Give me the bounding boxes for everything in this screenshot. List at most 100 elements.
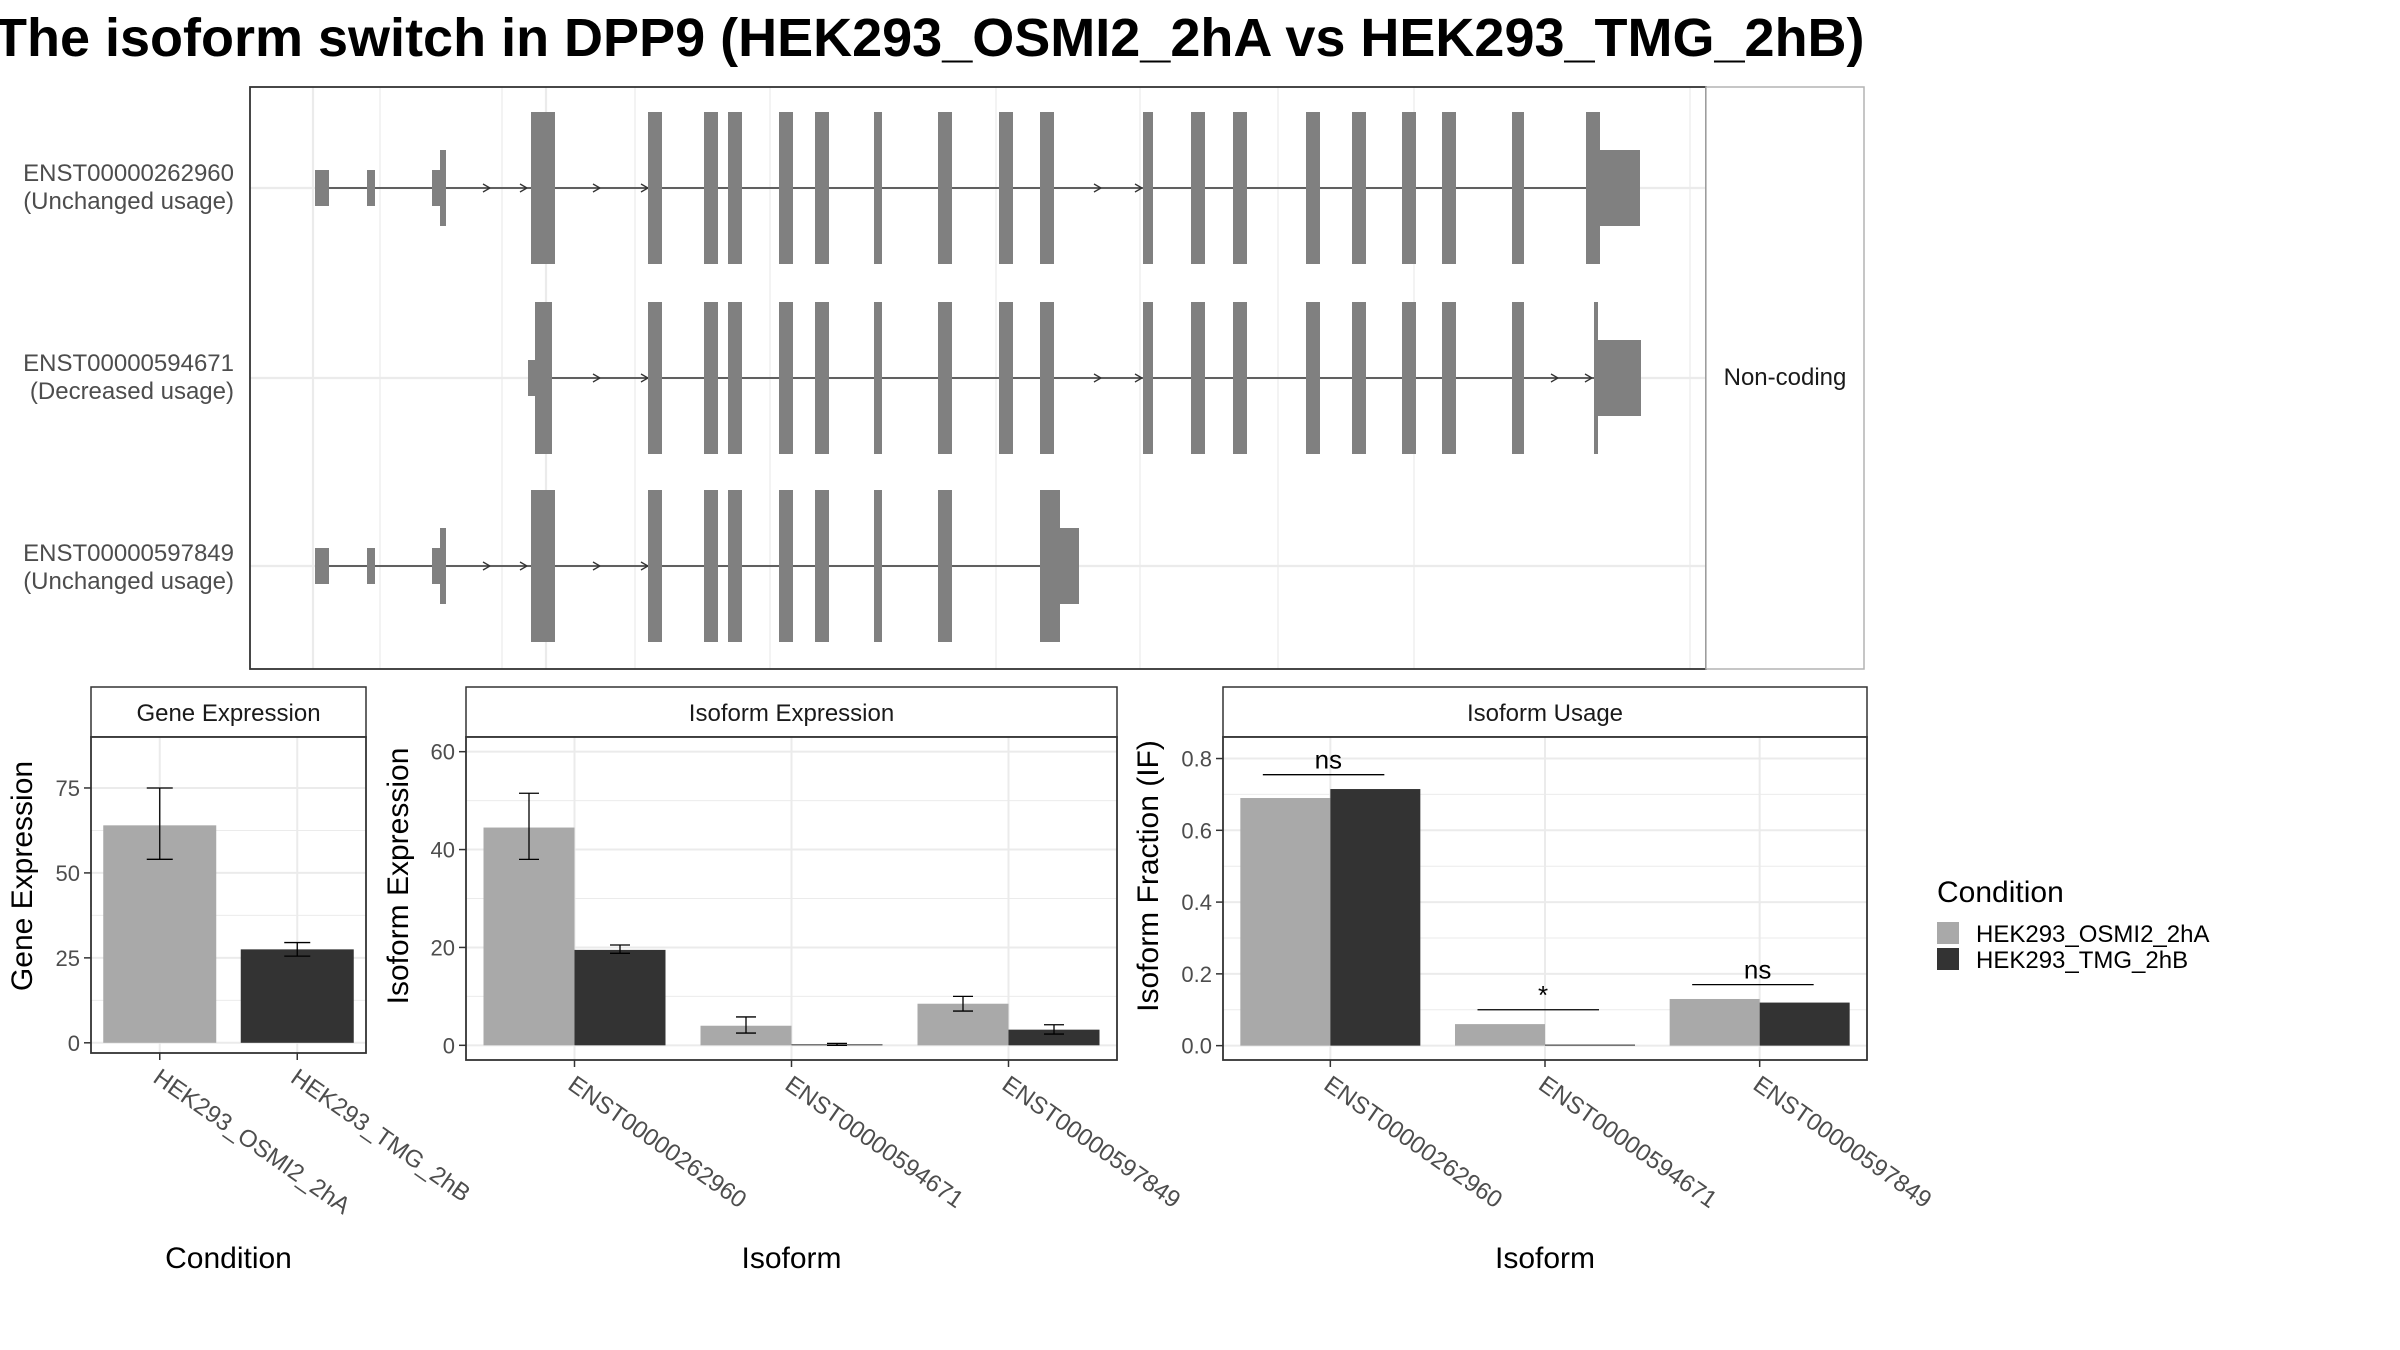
structure-facet-strip <box>1705 86 1865 670</box>
strand-arrow <box>592 373 602 383</box>
exon <box>874 112 882 264</box>
y-tick-label: 0.6 <box>1181 818 1212 843</box>
exon <box>704 112 718 264</box>
bar-ENST00000262960-HEK293_TMG_2hB <box>1330 789 1421 1046</box>
exon <box>367 170 375 206</box>
exon <box>1143 112 1153 264</box>
legend-label-tmg: HEK293_TMG_2hB <box>1976 947 2188 974</box>
exon <box>1594 302 1598 454</box>
bar-ENST00000262960-HEK293_OSMI2_2hA <box>1240 798 1331 1046</box>
exon <box>531 490 555 642</box>
gene-expression-y-title: Gene Expression <box>6 761 39 991</box>
y-tick-label: 25 <box>56 946 80 971</box>
y-tick-label: 60 <box>431 740 455 765</box>
bar-ENST00000597849-HEK293_TMG_2hB <box>1008 1029 1100 1046</box>
y-tick-label: 20 <box>431 935 455 960</box>
x-tick-label-ENST00000597849: ENST00000597849 <box>997 1071 1185 1214</box>
transcript-track-2 <box>528 302 1641 454</box>
exon <box>1442 302 1456 454</box>
isoform-expression-panel-title: Isoform Expression <box>689 700 894 727</box>
exon <box>1040 490 1060 642</box>
exon <box>432 170 440 206</box>
y-tick-label: 0 <box>443 1033 455 1058</box>
exon <box>1191 112 1205 264</box>
bar-ENST00000262960-HEK293_OSMI2_2hA <box>483 827 575 1046</box>
exon <box>1060 528 1079 604</box>
strand-arrow <box>1550 373 1560 383</box>
exon <box>938 302 952 454</box>
x-tick-label-ENST00000597849: ENST00000597849 <box>1748 1071 1936 1214</box>
y-tick-label: 0.2 <box>1181 962 1212 987</box>
transcript-label-3-id: ENST00000597849 <box>23 540 234 567</box>
transcript-track-3 <box>315 490 1079 642</box>
strand-arrow <box>519 183 529 193</box>
exon <box>779 302 793 454</box>
strand-arrow <box>482 183 492 193</box>
exon <box>1191 302 1205 454</box>
exon <box>1600 150 1640 226</box>
bar-ENST00000597849-HEK293_TMG_2hB <box>1759 1002 1850 1046</box>
exon <box>648 302 662 454</box>
exon <box>531 112 555 264</box>
exon <box>440 528 446 604</box>
gene-expression-strip <box>90 686 367 738</box>
transcript-label-1-status: (Unchanged usage) <box>23 188 234 215</box>
exon <box>728 490 742 642</box>
exon <box>1512 112 1524 264</box>
exon <box>1040 302 1054 454</box>
isoform-usage-x-title: Isoform <box>1495 1242 1595 1275</box>
gene-expression-panel-title: Gene Expression <box>136 700 320 727</box>
exon <box>440 150 446 226</box>
strand-arrow <box>519 561 529 571</box>
y-tick-label: 0.8 <box>1181 747 1212 772</box>
gene-expression-x-title: Condition <box>165 1242 292 1275</box>
transcript-structure-panel <box>249 86 1707 670</box>
exon <box>815 112 829 264</box>
isoform-expression-x-title: Isoform <box>741 1242 841 1275</box>
transcript-label-2-id: ENST00000594671 <box>23 350 234 377</box>
exon <box>432 548 440 584</box>
exon <box>779 490 793 642</box>
exon <box>315 170 329 206</box>
figure-title: The isoform switch in DPP9 (HEK293_OSMI2… <box>0 8 1865 68</box>
exon <box>1402 302 1416 454</box>
y-tick-label: 40 <box>431 838 455 863</box>
exon <box>1233 112 1247 264</box>
exon <box>1598 340 1641 416</box>
exon <box>999 112 1013 264</box>
exon <box>535 302 552 454</box>
exon <box>999 302 1013 454</box>
exon <box>1233 302 1247 454</box>
isoform-expression-strip <box>465 686 1118 738</box>
exon <box>728 112 742 264</box>
bar-ENST00000594671-HEK293_TMG_2hB <box>1545 1044 1635 1046</box>
exon <box>1402 112 1416 264</box>
x-tick-label-ENST00000262960: ENST00000262960 <box>1319 1071 1507 1214</box>
exon <box>1306 112 1320 264</box>
exon <box>1143 302 1153 454</box>
x-tick-label-ENST00000262960: ENST00000262960 <box>563 1071 751 1214</box>
y-tick-label: 50 <box>56 861 80 886</box>
structure-facet-label: Non-coding <box>1724 364 1847 391</box>
isoform-expression-plot: 0 20 40 60 ENST00000262960 ENST00000594671 ENS… <box>431 736 1185 1214</box>
exon <box>938 112 952 264</box>
x-tick-label-ENST00000594671: ENST00000594671 <box>780 1071 968 1214</box>
isoform-expression-y-title: Isoform Expression <box>382 748 415 1005</box>
exon <box>1352 302 1366 454</box>
bar-ENST00000594671-HEK293_OSMI2_2hA <box>700 1025 792 1046</box>
exon <box>648 490 662 642</box>
exon <box>874 302 882 454</box>
strand-arrow <box>482 561 492 571</box>
exon <box>815 490 829 642</box>
exon <box>1442 112 1456 264</box>
bar-ENST00000594671-HEK293_OSMI2_2hA <box>1455 1024 1545 1046</box>
bar-ENST00000597849-HEK293_OSMI2_2hA <box>1669 998 1760 1046</box>
transcript-label-3-status: (Unchanged usage) <box>23 568 234 595</box>
y-tick-label: 0 <box>68 1031 80 1056</box>
exon <box>728 302 742 454</box>
exon <box>704 302 718 454</box>
legend-title: Condition <box>1937 876 2064 909</box>
strand-arrow <box>1584 373 1594 383</box>
exon <box>1586 112 1600 264</box>
